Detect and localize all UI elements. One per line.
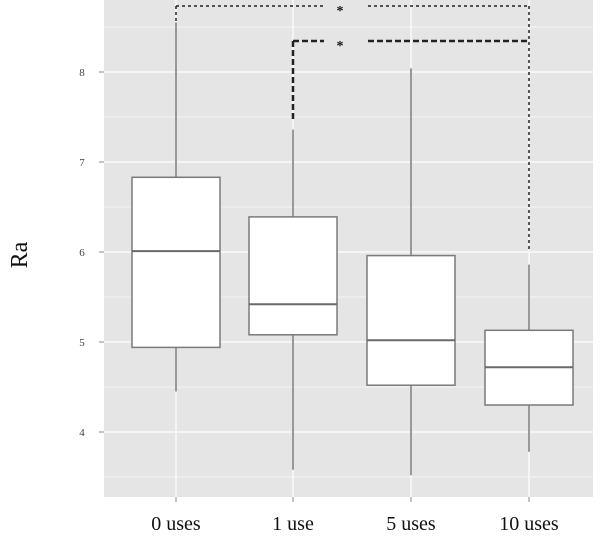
x-tick-label: 5 uses <box>386 513 436 535</box>
significance-brackets: ** <box>175 4 530 250</box>
x-tick-label: 10 uses <box>499 513 559 535</box>
significance-star: * <box>337 4 344 19</box>
y-axis-ticks: 4 5 6 7 8 <box>79 67 104 439</box>
box-1-use <box>248 129 338 470</box>
box-10-uses <box>484 264 574 452</box>
x-tick-label: 0 uses <box>151 513 201 535</box>
x-tick-label: 1 use <box>272 513 314 535</box>
x-axis-ticks: 0 uses 1 use 5 uses 10 uses <box>151 497 559 535</box>
boxes <box>131 22 574 476</box>
iqr-box <box>366 254 456 386</box>
iqr-box <box>131 176 221 349</box>
iqr-box <box>248 216 338 336</box>
significance-bracket: * <box>175 4 530 250</box>
box-5-uses <box>366 68 456 476</box>
y-tick-label: 4 <box>79 427 85 439</box>
y-tick-label: 7 <box>79 157 85 169</box>
significance-bracket: * <box>291 39 529 120</box>
y-tick-label: 6 <box>79 247 85 259</box>
box-0-uses <box>131 22 221 392</box>
y-tick-label: 5 <box>79 337 85 349</box>
significance-star: * <box>337 39 344 54</box>
y-tick-label: 8 <box>79 67 85 79</box>
y-axis-title: Ra <box>7 241 33 268</box>
grid-lines <box>104 26 593 478</box>
